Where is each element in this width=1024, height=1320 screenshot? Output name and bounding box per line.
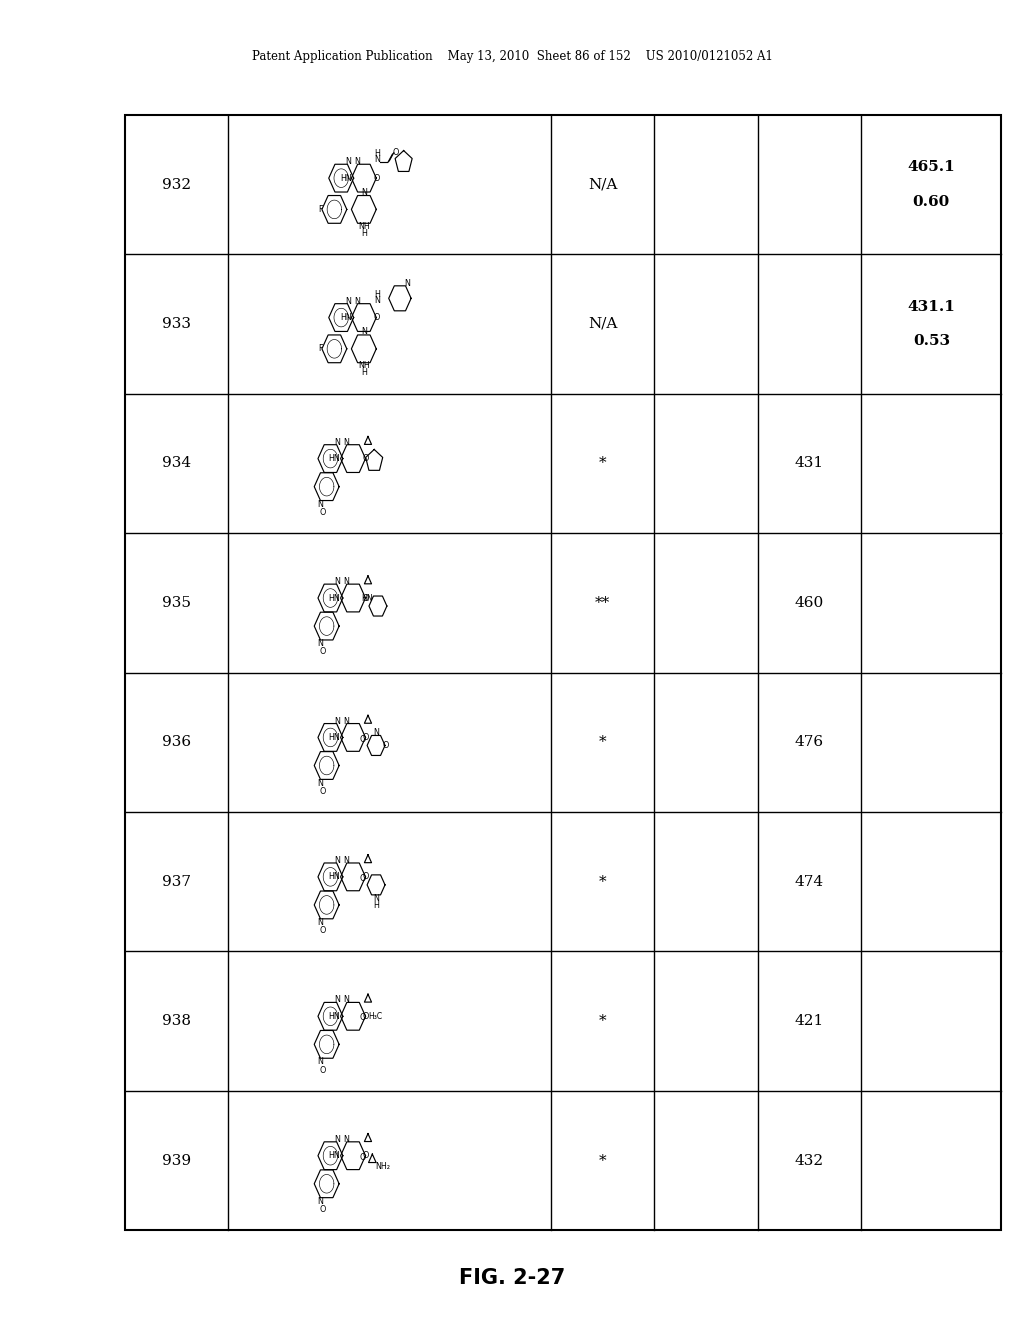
Text: N: N [317,779,324,788]
Text: Patent Application Publication    May 13, 2010  Sheet 86 of 152    US 2010/01210: Patent Application Publication May 13, 2… [252,50,772,63]
Text: HN: HN [340,313,351,322]
Text: 0.53: 0.53 [912,334,950,348]
Text: N: N [334,438,340,446]
Text: O: O [359,734,367,743]
Text: 932: 932 [162,178,191,191]
Text: H: H [360,228,367,238]
Text: O: O [359,874,367,883]
Text: HN: HN [340,174,351,182]
Text: HN: HN [329,1012,340,1020]
Text: 939: 939 [162,1154,191,1167]
Text: 938: 938 [162,1014,191,1028]
Text: O: O [362,594,369,602]
Text: *: * [599,1014,606,1028]
Text: N: N [343,995,349,1005]
Text: N: N [343,577,349,586]
Text: FIG. 2-27: FIG. 2-27 [459,1267,565,1288]
Text: HN: HN [329,454,340,463]
Text: 933: 933 [162,317,191,331]
Text: N: N [373,727,379,737]
Text: *: * [599,457,606,470]
Text: N: N [334,855,340,865]
Text: 0.60: 0.60 [912,195,950,209]
Text: O: O [319,787,326,796]
Text: H: H [375,290,381,298]
Text: HN: HN [361,594,373,602]
Text: *: * [599,875,606,888]
Text: H: H [373,902,379,909]
Text: F: F [318,205,323,214]
Text: N: N [403,279,410,288]
Text: HN: HN [329,873,340,882]
Text: O: O [393,148,399,157]
Text: O: O [319,927,326,935]
Bar [125,115,1001,1230]
Text: N: N [317,500,324,508]
Text: 937: 937 [162,875,191,888]
Text: N: N [334,1135,340,1144]
Text: O: O [362,454,369,463]
Text: O: O [319,508,326,517]
Text: N: N [354,157,359,166]
Text: 474: 474 [795,875,824,888]
Text: *: * [599,1154,606,1167]
Text: N: N [317,1057,324,1067]
Text: H: H [375,149,381,158]
Text: NH: NH [358,362,370,370]
Text: O: O [359,1152,367,1162]
Text: N: N [360,327,367,337]
Text: N: N [334,717,340,726]
Text: 465.1: 465.1 [907,160,955,174]
Text: O: O [362,733,369,742]
Text: N: N [354,297,359,306]
Text: N: N [317,1197,324,1206]
Text: NH₂: NH₂ [375,1162,390,1171]
Text: N: N [343,438,349,446]
Text: O: O [319,1065,326,1074]
Text: O: O [319,1205,326,1214]
Text: O: O [362,873,369,882]
Text: O: O [382,741,388,750]
Text: N: N [343,717,349,726]
Text: *: * [599,735,606,750]
Text: N: N [334,577,340,586]
Text: 421: 421 [795,1014,824,1028]
Text: N: N [343,1135,349,1144]
Text: N/A: N/A [588,178,617,191]
Text: **: ** [595,595,610,610]
Text: N: N [334,995,340,1005]
Text: N: N [317,639,324,648]
Text: O: O [319,647,326,656]
Text: O: O [374,313,380,322]
Text: HN: HN [329,594,340,602]
Text: O: O [374,174,380,182]
Text: N: N [345,297,351,306]
Text: H₃C: H₃C [368,1012,382,1020]
Text: O: O [362,1151,369,1160]
Text: N/A: N/A [588,317,617,331]
Text: O: O [362,1012,369,1020]
Text: 431.1: 431.1 [907,300,955,314]
Text: 936: 936 [162,735,191,750]
Text: HN: HN [329,1151,340,1160]
Text: F: F [318,345,323,354]
Text: 460: 460 [795,595,824,610]
Text: N: N [375,296,381,305]
Text: HN: HN [329,733,340,742]
Text: N: N [375,156,381,164]
Text: 935: 935 [162,595,191,610]
Text: H: H [360,368,367,378]
Text: 934: 934 [162,457,191,470]
Text: N: N [345,157,351,166]
Text: NH: NH [358,222,370,231]
Text: N: N [317,919,324,927]
Text: N: N [343,855,349,865]
Text: 431: 431 [795,457,824,470]
Text: 432: 432 [795,1154,824,1167]
Text: N: N [373,894,379,903]
Text: 476: 476 [795,735,824,750]
Text: O: O [359,1014,367,1023]
Text: N: N [360,187,367,197]
